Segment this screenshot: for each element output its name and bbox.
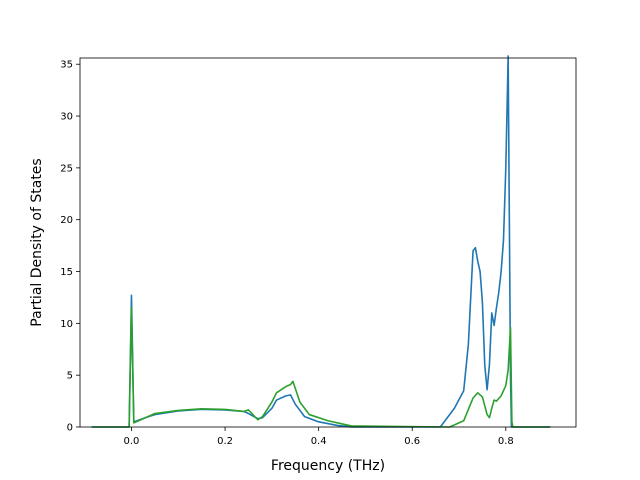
y-tick-label: 25 [60,163,73,174]
y-axis-label: Partial Density of States [29,158,45,326]
y-tick-label: 20 [60,215,73,226]
x-tick-label: 0.6 [404,436,420,447]
y-tick-label: 15 [60,267,73,278]
plot-lines [91,55,551,428]
y-tick-label: 30 [60,112,73,123]
x-axis-ticks: 0.0 0.2 0.4 0.6 0.8 [124,427,514,447]
y-tick-label: 5 [67,371,73,382]
x-tick-label: 0.4 [311,436,327,447]
y-tick-label: 0 [67,423,73,434]
series-line-2 [91,306,551,428]
y-tick-label: 35 [60,60,73,71]
x-axis-label: Frequency (THz) [271,458,385,474]
plot-frame [79,57,577,428]
y-axis-ticks: 0 5 10 15 20 25 30 35 [60,60,80,434]
y-tick-label: 10 [60,319,73,330]
x-tick-label: 0.2 [217,436,233,447]
x-tick-label: 0.8 [498,436,514,447]
x-tick-label: 0.0 [124,436,140,447]
